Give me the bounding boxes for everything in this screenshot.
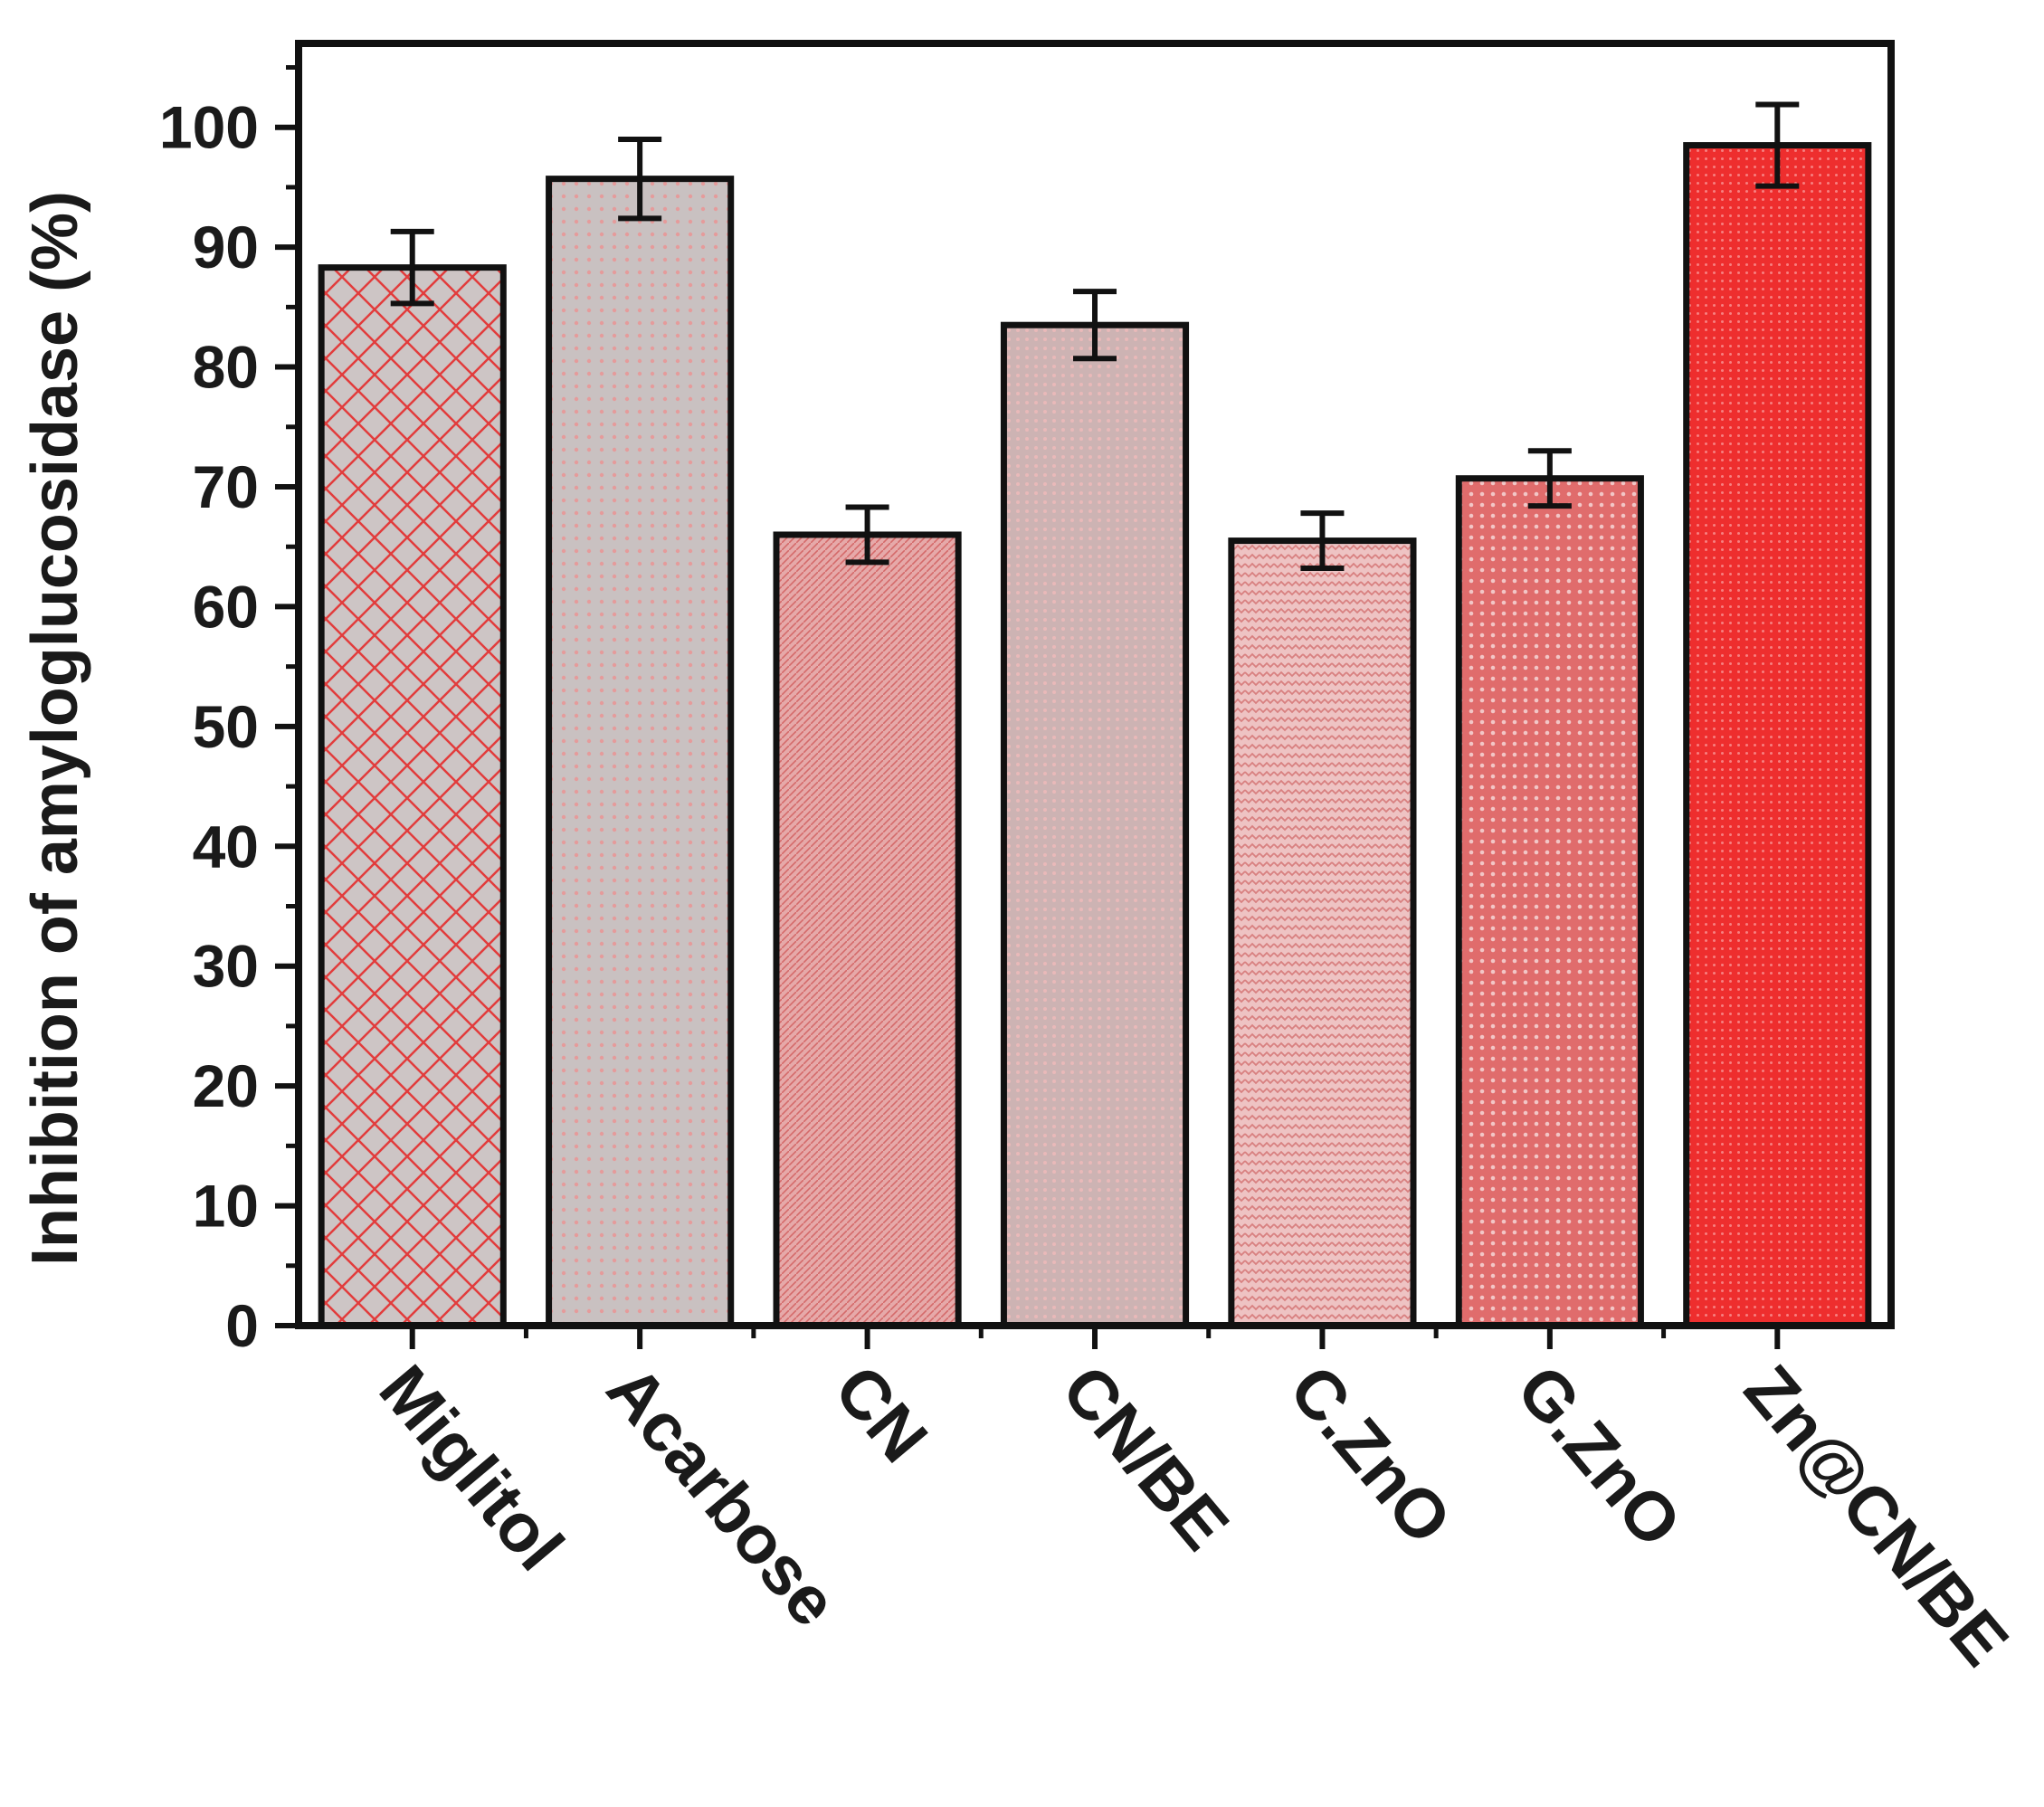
y-tick-label: 40	[193, 813, 259, 880]
error-bar-miglitol	[390, 228, 434, 307]
bar-cn-be	[1000, 321, 1190, 1329]
error-bar-acarbose	[618, 136, 662, 222]
bar-cn	[773, 531, 962, 1329]
y-tick-label: 100	[159, 94, 259, 161]
y-tick-label: 50	[193, 693, 259, 760]
y-tick-label: 90	[193, 214, 259, 281]
error-bar-g-zno	[1527, 448, 1572, 509]
x-tick-label: Miglitol	[365, 1351, 578, 1584]
x-tick-label: C.ZnO	[1274, 1351, 1466, 1558]
error-bars-layer	[390, 101, 1800, 572]
bar-c-zno	[1228, 537, 1417, 1329]
bar-zn-cn-be	[1683, 142, 1872, 1329]
error-bar-zn-cn-be	[1755, 101, 1800, 189]
x-tick-label: Zn@CN/BE	[1729, 1351, 2022, 1680]
y-tick-label: 80	[193, 334, 259, 401]
y-tick-label: 70	[193, 453, 259, 520]
x-tick-label: CN	[820, 1351, 943, 1477]
bar-g-zno	[1455, 475, 1644, 1329]
axes-layer	[295, 40, 1895, 1349]
y-tick-label: 10	[193, 1173, 259, 1240]
y-tick-label: 60	[193, 573, 259, 640]
y-tick-label: 20	[193, 1052, 259, 1119]
bar-miglitol	[318, 264, 507, 1329]
error-bar-cn-be	[1073, 289, 1117, 362]
bar-acarbose	[546, 176, 735, 1329]
y-ticks-layer: 0 10 20 30 40 50 60 70 80 90 100	[159, 64, 299, 1359]
y-tick-label: 0	[225, 1292, 259, 1359]
x-tick-label: CN/BE	[1047, 1351, 1243, 1564]
y-axis-title: Inhibition of amyloglucosidase (%)	[19, 191, 91, 1266]
x-tick-label: Acarbose	[592, 1351, 852, 1641]
x-tick-label: G.ZnO	[1502, 1351, 1696, 1562]
error-bar-cn	[845, 504, 889, 566]
plot-frame	[295, 40, 1895, 1329]
y-tick-label: 30	[193, 933, 259, 1000]
error-bar-c-zno	[1300, 510, 1345, 572]
